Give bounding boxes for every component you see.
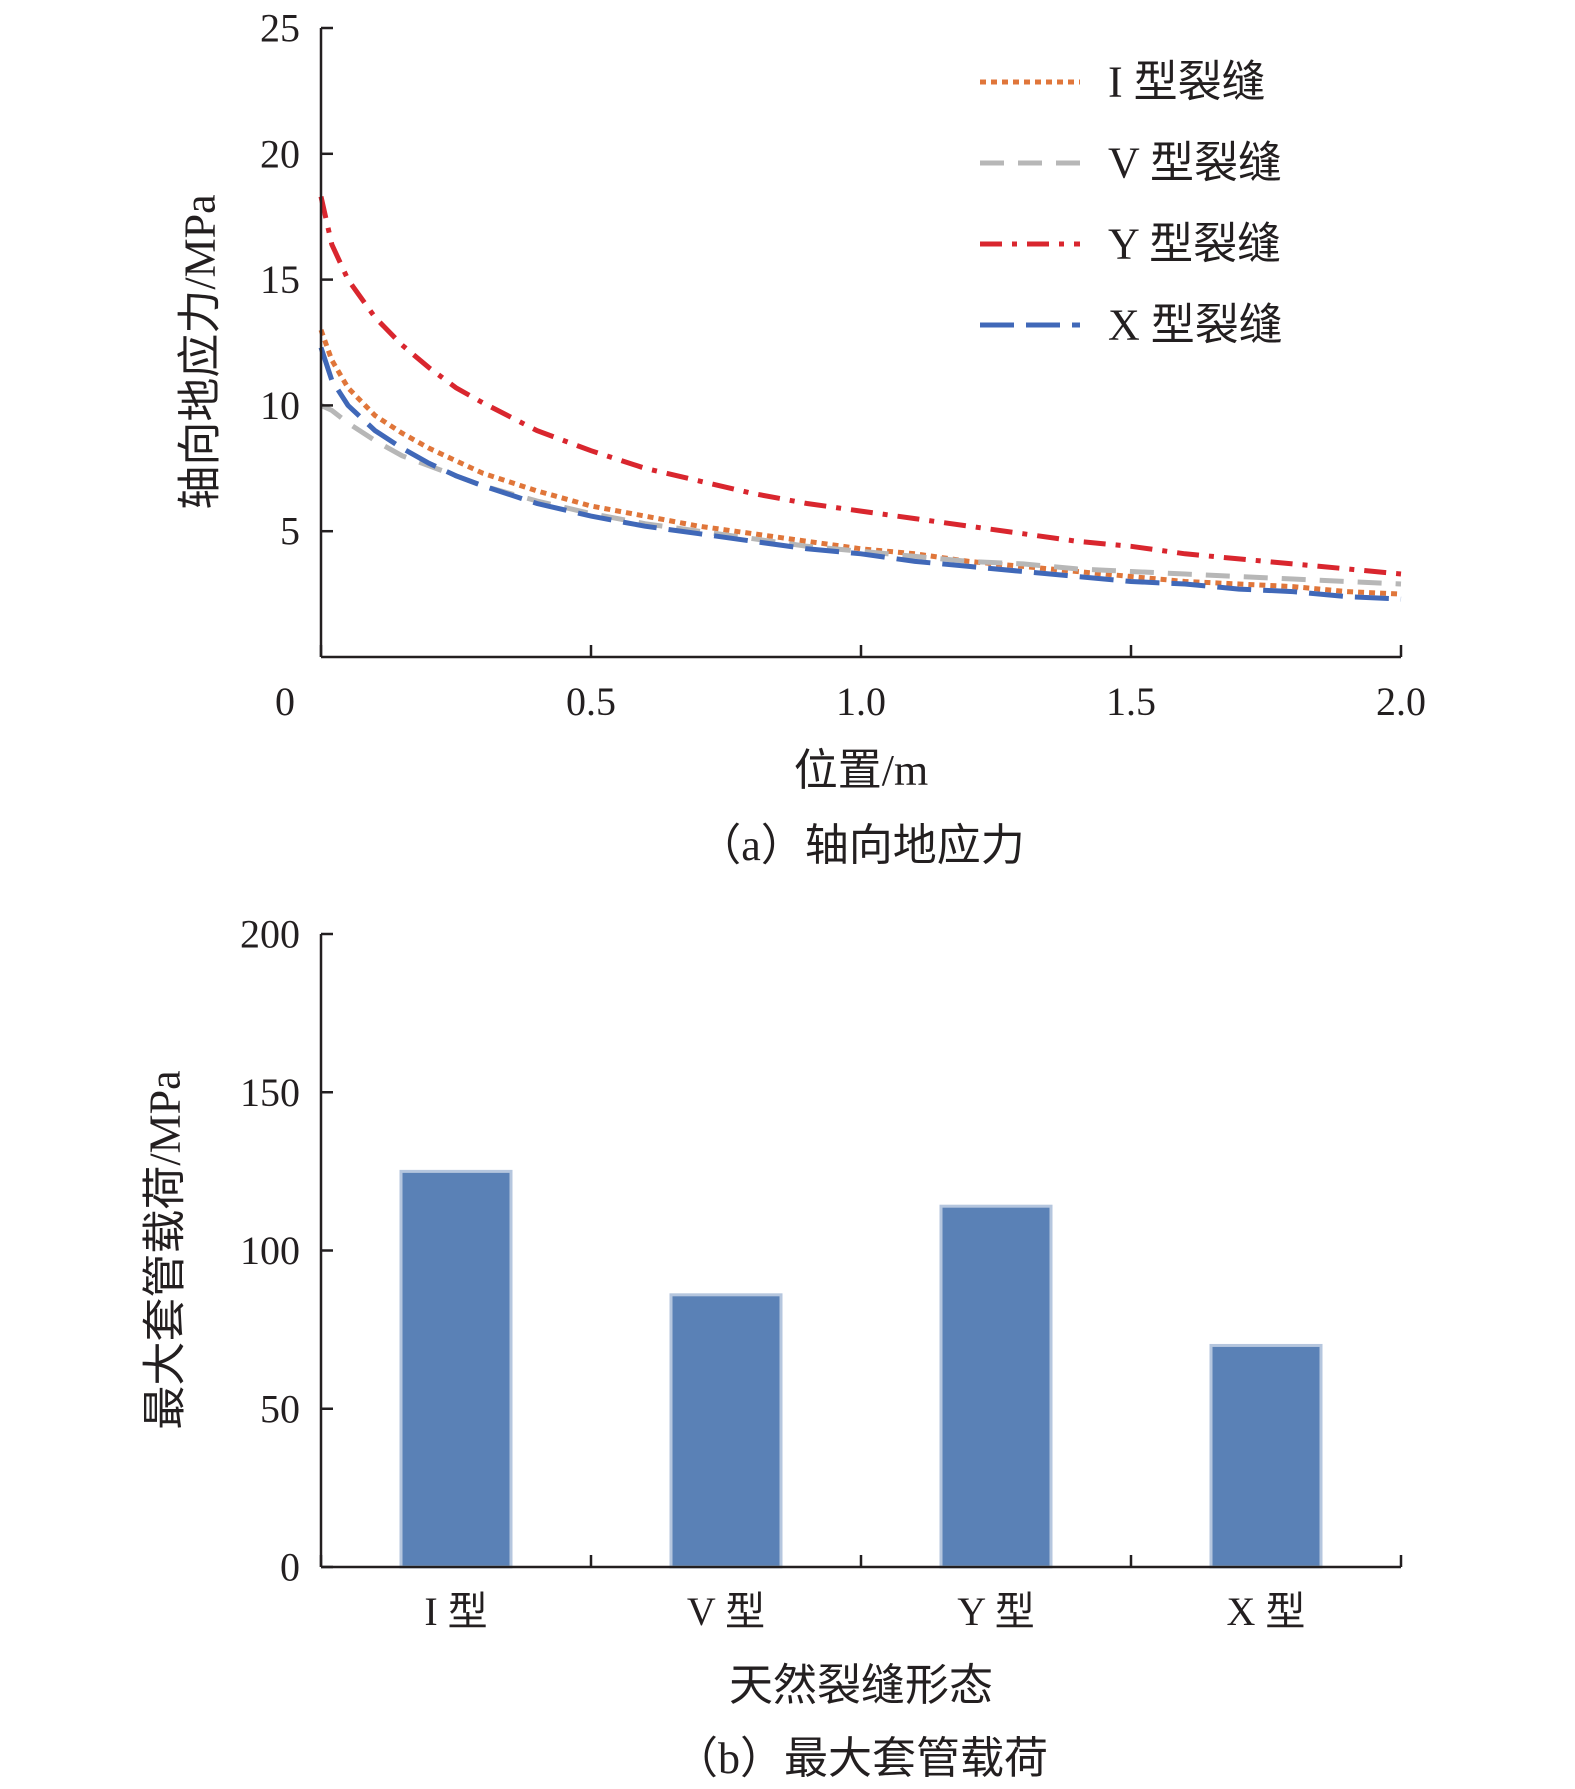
x-tick-label: I 型 [424,1589,487,1634]
y-tick-label: 5 [280,509,300,554]
legend: I 型裂缝 V 型裂缝 Y 型裂缝 X 型裂缝 [980,58,1283,350]
axes [319,26,1403,659]
bar [939,1204,1053,1569]
legend-label: Y 型裂缝 [1108,220,1281,269]
x-axis-title: 位置/m [794,746,928,795]
y-tick-labels: 0 50 100 150 200 [240,912,300,1590]
legend-label: I 型裂缝 [1108,58,1266,107]
y-axis-title: 轴向地应力/MPa [176,194,225,509]
series-line-4 [318,346,1402,602]
x-tick-label: 1.5 [1106,679,1156,724]
line-series-group [318,196,1402,602]
y-tick-label: 10 [260,383,300,428]
chart-caption: （b）最大套管载荷 [674,1734,1048,1783]
max-casing-load-bar-chart: 0 50 100 150 200 I 型 V 型 Y 型 X 型 最大套管载荷/MPa 天然裂… [141,912,1403,1783]
y-tick-label: 0 [280,1545,300,1590]
x-tick-label: 0.5 [566,679,616,724]
bars [399,1169,1323,1569]
y-tick-label: 100 [240,1228,300,1273]
x-tick-label: X 型 [1227,1589,1306,1634]
x-tick-label: 0 [275,679,295,724]
y-tick-label: 15 [260,257,300,302]
axes [319,932,1403,1569]
y-tick-label: 20 [260,131,300,176]
legend-label: V 型裂缝 [1108,139,1282,188]
axial-stress-line-chart: 5 10 15 20 25 0 0.5 1.0 1.5 2.0 I 型裂缝 V 型裂缝 Y 型裂缝 X… [176,6,1427,871]
bar [1209,1343,1323,1569]
y-tick-label: 200 [240,912,300,957]
bar [669,1293,783,1569]
series-line-2 [319,403,1402,587]
chart-caption: （a）轴向地应力 [697,821,1025,870]
y-axis-title: 最大套管载荷/MPa [141,1070,190,1429]
x-tick-label: 2.0 [1376,679,1426,724]
legend-label: X 型裂缝 [1108,301,1283,350]
bar [399,1169,513,1569]
x-axis-title: 天然裂缝形态 [729,1661,993,1710]
x-tick-label: V 型 [687,1589,765,1634]
y-tick-labels: 5 10 15 20 25 [260,6,300,554]
y-tick-label: 150 [240,1070,300,1115]
y-tick-label: 25 [260,6,300,51]
x-tick-label: 1.0 [836,679,886,724]
x-tick-labels: 0 0.5 1.0 1.5 2.0 [275,679,1426,724]
y-tick-label: 50 [260,1386,300,1431]
series-line-3 [318,196,1402,577]
x-tick-label: Y 型 [957,1589,1034,1634]
